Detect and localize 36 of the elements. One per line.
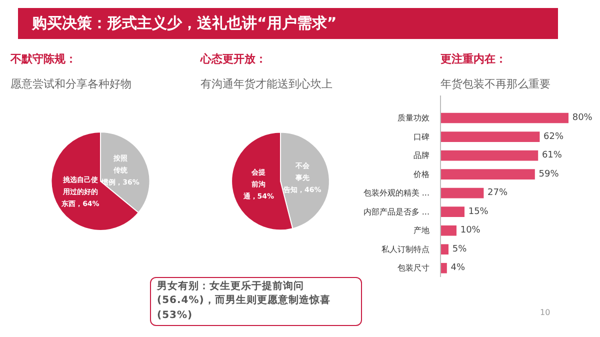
chart-title: 不默守陈规： — [10, 52, 76, 66]
y-tick-label: 私人订制特点 — [382, 244, 430, 254]
data-label: 5% — [452, 244, 468, 254]
bar — [440, 169, 535, 180]
y-tick-label: 质量功效 — [398, 114, 430, 123]
data-label: 10% — [460, 226, 481, 236]
chart-subtitle: 有沟通年货才能送到心坎上 — [200, 78, 332, 90]
y-tick-label: 价格 — [412, 170, 430, 179]
data-label: 62% — [544, 132, 564, 142]
bar — [440, 262, 447, 274]
text: 男女有别：女生更乐于提前询问(56.4%)，而男生则更愿意制造惊喜(53%) — [150, 277, 362, 326]
bar — [440, 150, 538, 161]
bar — [440, 132, 540, 142]
data-label: 80% — [572, 113, 593, 124]
text: 10 — [540, 307, 550, 318]
y-tick-label: 产地 — [414, 226, 430, 236]
y-tick-label: 包装尺寸 — [398, 264, 430, 273]
data-label: 4% — [450, 263, 466, 274]
bar — [440, 188, 484, 198]
y-tick-label: 包装外观的精美 ... — [363, 188, 430, 198]
y-tick-label: 品牌 — [414, 151, 430, 160]
data-label: 27% — [488, 188, 508, 198]
data-label: 59% — [538, 169, 560, 180]
chart-title: 更注重内在： — [440, 52, 506, 66]
bar — [440, 112, 568, 124]
data-label: 61% — [542, 150, 562, 161]
chart-subtitle: 愿意尝试和分享各种好物 — [10, 78, 132, 90]
data-label: 15% — [468, 206, 489, 217]
chart-title: 心态更开放： — [200, 52, 266, 66]
chart-subtitle: 年货包装不再那么重要 — [440, 78, 550, 90]
text: 购买决策：形式主义少，送礼也讲“用户需求” — [18, 8, 558, 40]
bar — [440, 206, 464, 217]
y-tick-label: 口碑 — [414, 132, 430, 142]
bar — [440, 244, 448, 255]
bar — [440, 225, 456, 236]
y-tick-label: 内部产品是否多 ... — [363, 207, 430, 216]
